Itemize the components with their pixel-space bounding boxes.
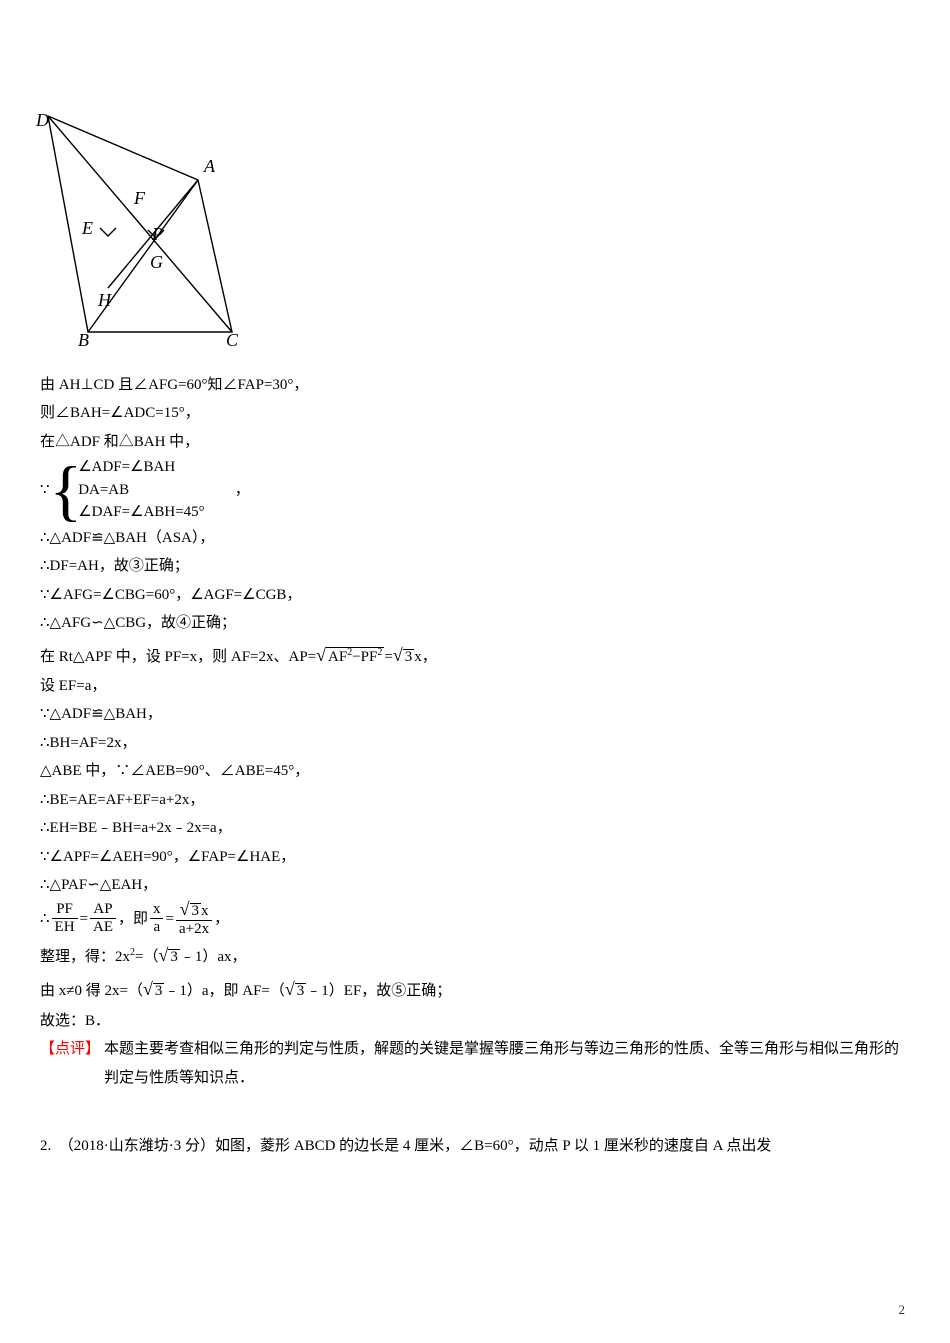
proof-line: ∴△PAF∽△EAH， <box>40 871 910 900</box>
proof-line: 则∠BAH=∠ADC=15°， <box>40 399 910 428</box>
comma: ， <box>214 905 229 934</box>
proof-line: 由 x≠0 得 2x=（√3﹣1）a，即 AF=（√3﹣1）EF，故⑤正确； <box>40 972 910 1006</box>
fraction: xa <box>150 902 164 937</box>
proof-line: ∴△ADF≌△BAH（ASA）， <box>40 524 910 553</box>
text-segment: 整理，得：2x <box>40 949 130 965</box>
proof-line: ∵∠AFG=∠CBG=60°，∠AGF=∠CGB， <box>40 581 910 610</box>
comma: ， <box>235 476 250 505</box>
equation-system: ∵ { ∠ADF=∠BAH DA=AB ∠DAF=∠ABH=45° ， <box>40 456 910 524</box>
label-G: G <box>150 252 163 272</box>
geometry-diagram: D A F E P G H B C <box>30 110 242 348</box>
text-segment: ﹣1）a，即 AF=（ <box>164 983 285 999</box>
proof-line: ∵△ADF≌△BAH， <box>40 700 910 729</box>
sqrt-content: 3 <box>403 649 415 665</box>
text-segment: ，即 <box>118 905 148 934</box>
equals: = <box>166 905 174 934</box>
because-symbol: ∵ <box>40 476 50 505</box>
comment-label: 【点评】 <box>40 1035 100 1064</box>
fraction: APAE <box>90 902 116 937</box>
page-number: 2 <box>899 1298 906 1323</box>
sqrt-content: 3 <box>295 983 307 999</box>
proof-line: ∴DF=AH，故③正确； <box>40 552 910 581</box>
radical-icon: √ <box>393 645 403 665</box>
equals: = <box>80 905 88 934</box>
proof-line: 故选：B． <box>40 1007 910 1036</box>
proof-line: 设 EF=a， <box>40 672 910 701</box>
proof-line: ∵∠APF=∠AEH=90°，∠FAP=∠HAE， <box>40 843 910 872</box>
proof-line: ∴BE=AE=AF+EF=a+2x， <box>40 786 910 815</box>
proof-line: 由 AH⊥CD 且∠AFG=60°知∠FAP=30°， <box>40 371 910 400</box>
label-P: P <box>151 224 163 244</box>
text-segment: 在 Rt△APF 中，设 PF=x，则 AF=2x、AP= <box>40 649 316 665</box>
question-2: 2. （2018·山东潍坊·3 分）如图，菱形 ABCD 的边长是 4 厘米，∠… <box>40 1132 910 1161</box>
radical-icon: √ <box>180 899 190 919</box>
proof-line: ∴ PFEH = APAE ，即 xa = √3x a+2x ， <box>40 900 910 939</box>
proof-line: ∴EH=BE﹣BH=a+2x﹣2x=a， <box>40 814 910 843</box>
therefore-symbol: ∴ <box>40 905 50 934</box>
label-D: D <box>35 110 49 130</box>
comment-text: 本题主要考查相似三角形的判定与性质，解题的关键是掌握等腰三角形与等边三角形的性质… <box>104 1035 910 1092</box>
label-C: C <box>226 330 239 348</box>
radical-icon: √ <box>158 945 168 965</box>
proof-line: 在△ADF 和△BAH 中， <box>40 428 910 457</box>
text-segment: x， <box>414 649 437 665</box>
radical-icon: √ <box>316 645 326 665</box>
text-segment: ﹣1）ax， <box>180 949 247 965</box>
fraction: √3x a+2x <box>176 900 212 939</box>
radical-icon: √ <box>143 979 153 999</box>
label-E: E <box>81 218 93 238</box>
sqrt-content: AF2−PF2 <box>326 647 384 665</box>
text-segment: 由 x≠0 得 2x=（ <box>40 983 143 999</box>
radical-icon: √ <box>285 979 295 999</box>
system-line: DA=AB <box>78 479 205 502</box>
label-B: B <box>78 330 89 348</box>
proof-line: ∴△AFG∽△CBG，故④正确； <box>40 609 910 638</box>
text-segment: =（ <box>135 949 158 965</box>
proof-line: △ABE 中，∵∠AEB=90°、∠ABE=45°， <box>40 757 910 786</box>
system-line: ∠DAF=∠ABH=45° <box>78 501 205 524</box>
label-H: H <box>97 290 112 310</box>
proof-line: 整理，得：2x2=（√3﹣1）ax， <box>40 938 910 972</box>
label-F: F <box>133 188 146 208</box>
system-line: ∠ADF=∠BAH <box>78 456 205 479</box>
sqrt-content: 3 <box>153 983 165 999</box>
proof-line: ∴BH=AF=2x， <box>40 729 910 758</box>
text-segment: ﹣1）EF，故⑤正确； <box>306 983 451 999</box>
proof-line: 在 Rt△APF 中，设 PF=x，则 AF=2x、AP=√AF2−PF2=√3… <box>40 638 910 672</box>
text-segment: = <box>384 649 392 665</box>
fraction: PFEH <box>52 902 78 937</box>
comment-section: 【点评】本题主要考查相似三角形的判定与性质，解题的关键是掌握等腰三角形与等边三角… <box>40 1035 910 1092</box>
label-A: A <box>203 156 216 176</box>
sqrt-content: 3 <box>168 949 180 965</box>
